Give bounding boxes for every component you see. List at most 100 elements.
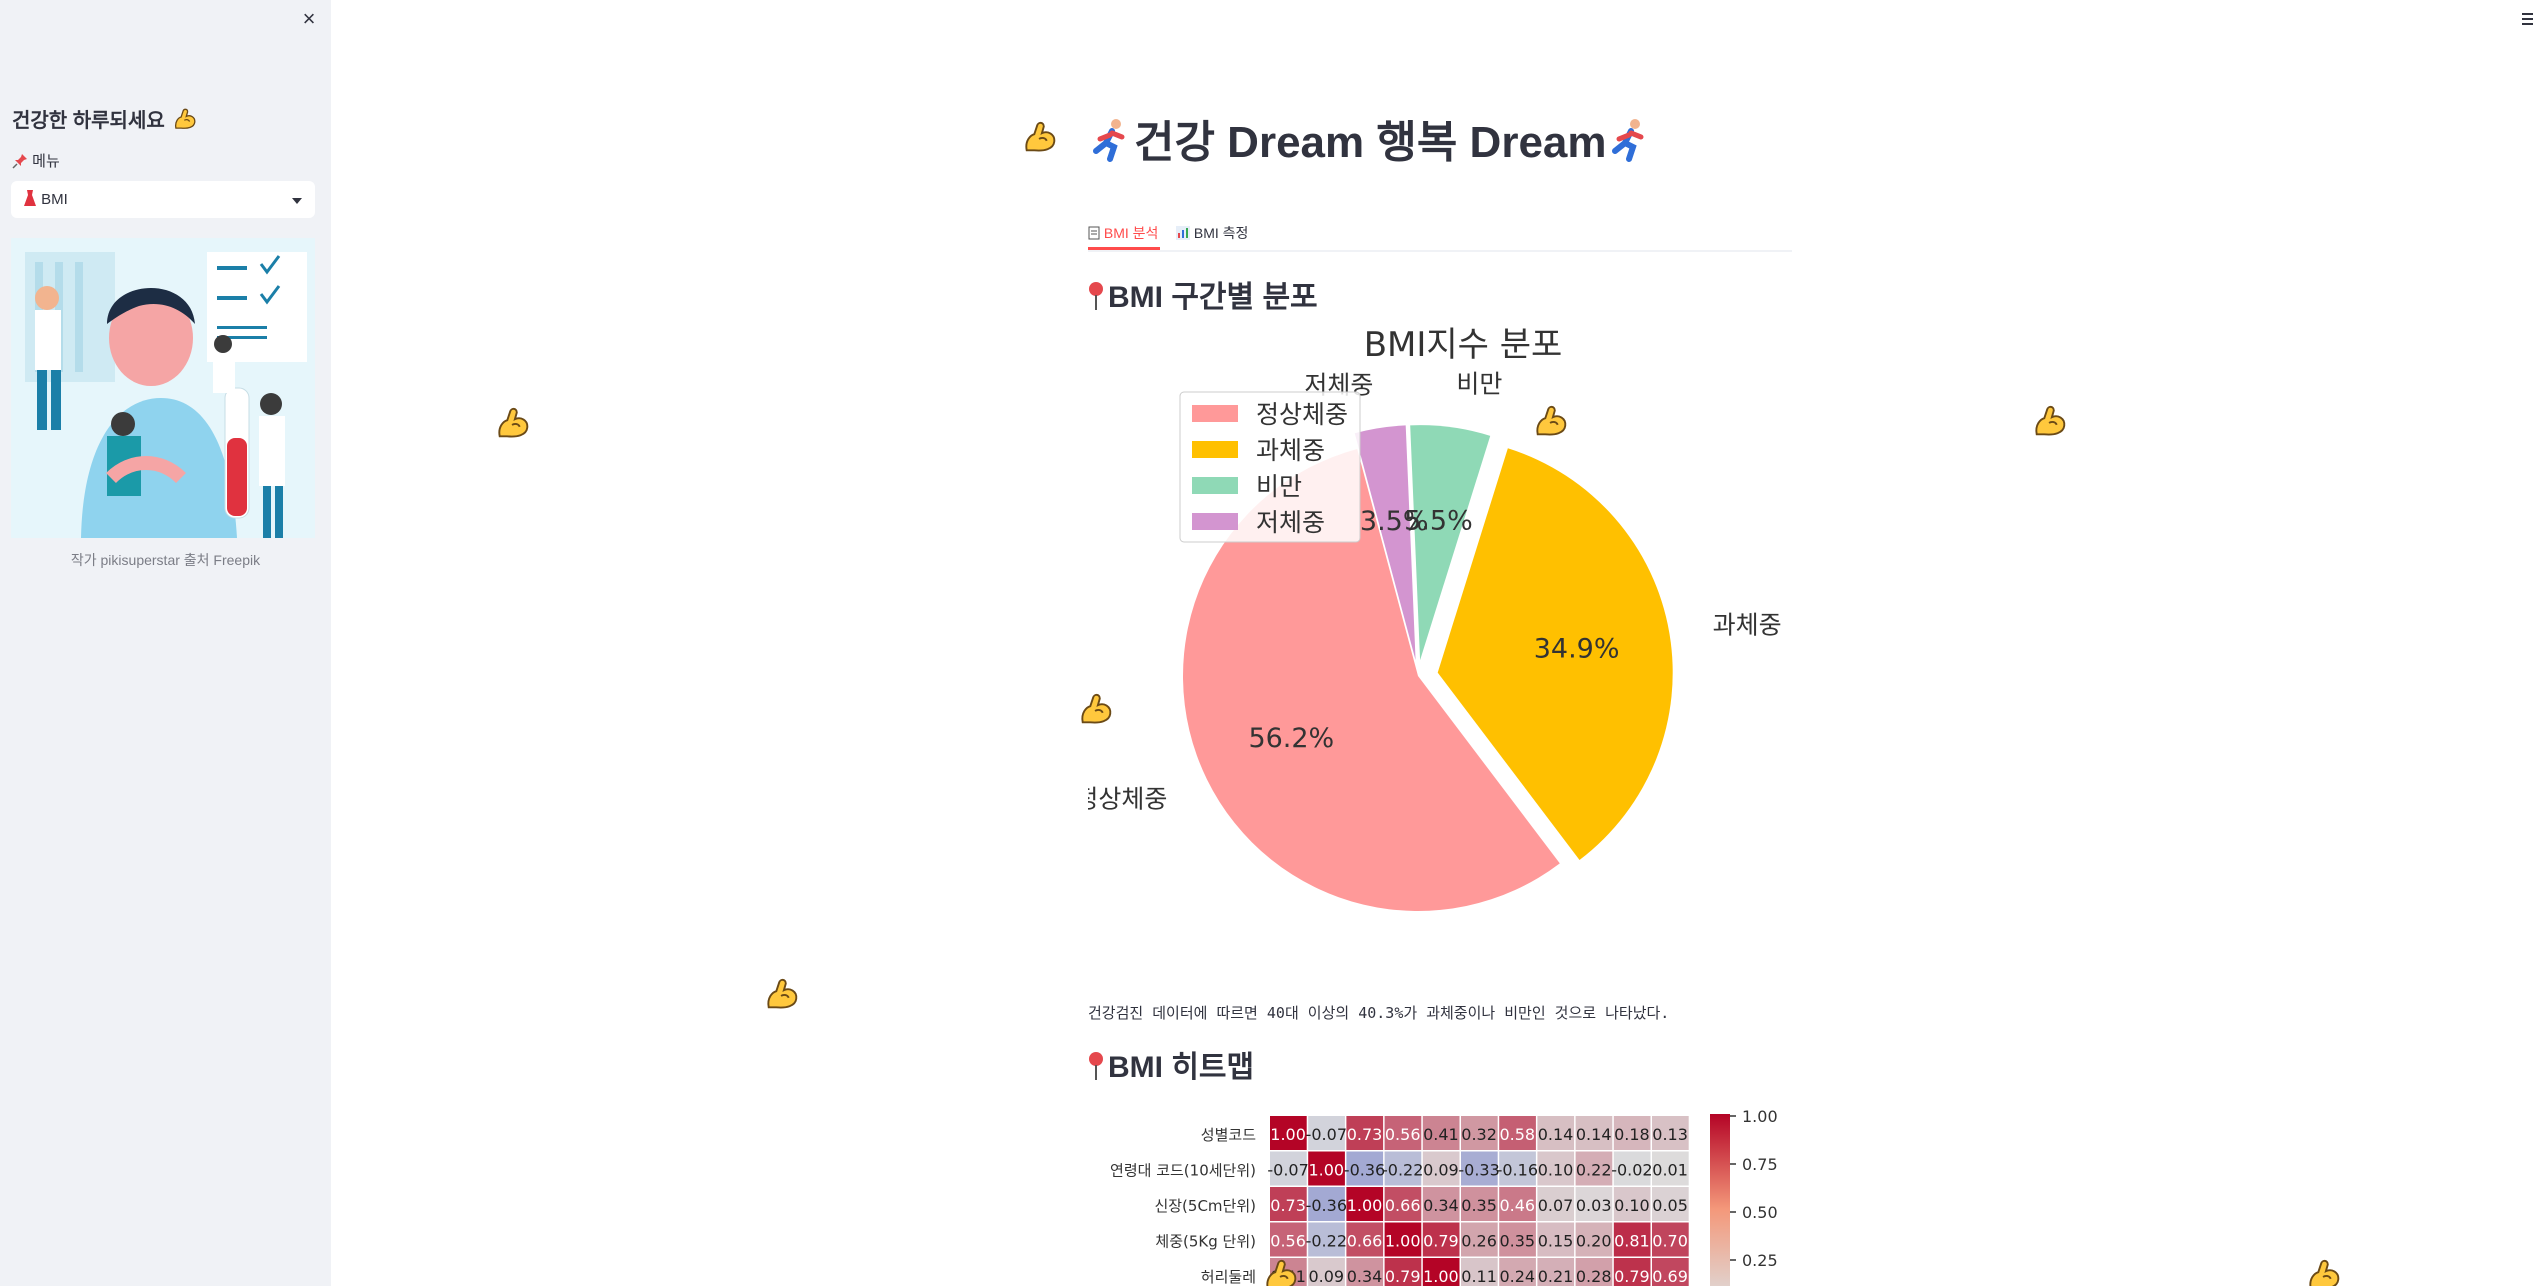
tab-bmi-analysis[interactable]: BMI 분석 [1088,220,1161,250]
flexed-biceps-icon [1266,1259,1297,1286]
heatmap-cell-value: 1.00 [1308,1160,1344,1179]
heatmap-cell-value: 0.26 [1461,1231,1497,1250]
heatmap-cell-value: 0.46 [1499,1196,1535,1215]
chart-title: BMI지수 분포 [1364,326,1563,365]
heatmap-cell-value: 0.81 [1614,1231,1650,1250]
heatmap-row-label: 성별코드 [1201,1126,1256,1144]
pie-percent-label: 56.2% [1248,723,1334,754]
heatmap-cell-value: 0.66 [1347,1231,1383,1250]
close-sidebar-button[interactable]: × [302,6,316,31]
heatmap-cell [1422,1116,1460,1150]
heatmap-cell-value: -0.02 [1611,1160,1652,1179]
heatmap-cell [1652,1151,1689,1186]
page-title-text: 건강 Dream 행복 Dream [1134,118,1607,167]
heatmap-cell-value: 0.70 [1652,1231,1688,1250]
section-title-heatmap: BMI 히트맵 [1088,1042,1254,1086]
heatmap-cell [1308,1187,1345,1221]
heatmap-cell-value: 0.03 [1576,1196,1612,1215]
heatmap-cell-value: 0.79 [1385,1267,1421,1286]
heatmap-cell [1270,1187,1307,1221]
running-person-icon [1611,119,1644,162]
pie-slice-2 [1437,448,1673,860]
pie-percent-label: 34.9% [1534,633,1620,664]
heatmap-cell-value: 0.21 [1538,1267,1574,1286]
colorbar-gradient [1710,1114,1730,1286]
heatmap-cell [1499,1187,1536,1221]
heatmap-cell-value: 0.13 [1652,1125,1688,1144]
heatmap-cell-value: -0.36 [1306,1196,1347,1215]
heatmap-cell-value: 0.73 [1347,1125,1383,1144]
legend-swatch [1192,405,1238,422]
heatmap-cell [1384,1187,1422,1221]
heatmap-cell-value: -0.07 [1306,1125,1347,1144]
heatmap-cell [1461,1258,1498,1286]
document-icon [1088,226,1100,240]
heatmap-cell-value: 0.66 [1385,1196,1421,1215]
bmi-description: 건강검진 데이터에 따르면 40대 이상의 40.3%가 과체중이나 비만인 것… [1088,1004,1670,1022]
heatmap-cell-value: 0.35 [1461,1196,1497,1215]
section-title-text: BMI 히트맵 [1108,1051,1255,1084]
heatmap-row-label: 신장(5Cm단위) [1154,1197,1256,1215]
heatmap-cell-value: 0.34 [1423,1196,1459,1215]
heatmap-cell [1461,1151,1498,1186]
pie-slice-1 [1183,449,1560,911]
heatmap-cell [1346,1258,1384,1286]
heatmap-cell-value: -0.22 [1306,1231,1347,1250]
heatmap-cell [1346,1116,1384,1150]
colorbar-tick-label: 1.00 [1742,1107,1778,1126]
heatmap-cell-value: 1.00 [1347,1196,1383,1215]
health-checkup-illustration [11,238,315,538]
tab-bmi-measure[interactable]: BMI 측정 [1176,220,1248,250]
flexed-biceps-icon [498,407,529,438]
flexed-biceps-icon [2035,405,2066,436]
legend-entry: 과체중 [1256,436,1325,465]
flexed-biceps-icon [2309,1259,2340,1286]
menu-select-value: BMI [41,191,68,208]
heatmap-cell [1384,1116,1422,1150]
menu-label-text: 메뉴 [32,153,60,170]
heatmap-cell [1422,1258,1460,1286]
tab-label: BMI 측정 [1193,225,1249,241]
menu-label: 메뉴 [12,150,60,171]
heatmap-cell [1575,1222,1613,1257]
pie-slice-3 [1410,425,1491,661]
heatmap-cell-value: 1.00 [1270,1125,1306,1144]
menu-select[interactable]: BMI [11,181,315,218]
bar-chart-icon [1176,226,1190,240]
heatmap-cell [1613,1151,1651,1186]
flexed-biceps-icon [1025,121,1056,152]
heatmap-cell [1537,1116,1575,1150]
heatmap-cell-value: 0.34 [1347,1267,1383,1286]
heatmap-cell [1346,1187,1384,1221]
heatmap-cell-value: 0.07 [1538,1196,1574,1215]
tab-label: BMI 분석 [1103,225,1159,241]
flexed-biceps-icon [767,978,798,1009]
heatmap-cell [1652,1116,1689,1150]
heatmap-cell-value: 0.41 [1423,1125,1459,1144]
heatmap-cell-value: 0.79 [1423,1231,1459,1250]
heatmap-row-label: 연령대 코드(10세단위) [1110,1161,1256,1179]
pie-percent-labels: 56.2% 34.9% 5.5%3.5% [1248,505,1619,754]
heatmap-cell-value: 0.10 [1614,1196,1650,1215]
heatmap-cell [1499,1258,1536,1286]
heatmap-cell-value: 0.20 [1576,1231,1612,1250]
hamburger-menu-icon[interactable] [2522,10,2533,30]
heatmap-cells: 1.00 -0.07 0.73 0.56 0.41 0.32 0.58 0.14 0.14 0.1… [1267,1116,1689,1286]
heatmap-cell-value: 0.56 [1270,1231,1306,1250]
heatmap-cell [1461,1222,1498,1257]
heatmap-cell [1613,1116,1651,1150]
heatmap-cell-value: 0.01 [1652,1160,1688,1179]
heatmap-cell [1384,1222,1422,1257]
colorbar-tick-label: 0.50 [1742,1203,1778,1222]
heatmap-cell-value: -0.36 [1344,1160,1385,1179]
heatmap-cell [1537,1258,1575,1286]
heatmap-cell [1308,1258,1345,1286]
heatmap-cell [1575,1187,1613,1221]
heatmap-cell [1652,1258,1689,1286]
heatmap-row-label: 허리둘레 [1201,1268,1256,1286]
heatmap-cell [1346,1222,1384,1257]
heatmap-cell [1422,1222,1460,1257]
